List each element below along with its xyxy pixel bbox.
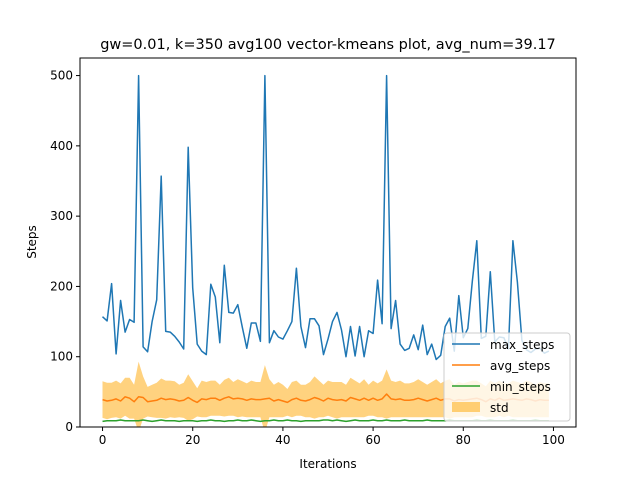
x-tick-label: 0 <box>99 433 107 447</box>
legend-swatch-std <box>452 402 480 412</box>
x-tick-label: 100 <box>542 433 565 447</box>
x-axis-label: Iterations <box>299 457 356 471</box>
legend: max_steps avg_steps min_steps std <box>443 332 571 422</box>
x-tick-label: 80 <box>456 433 471 447</box>
y-tick-label: 100 <box>50 350 73 364</box>
legend-box <box>443 332 571 422</box>
legend-label-max: max_steps <box>490 338 554 352</box>
y-axis-label: Steps <box>25 225 39 259</box>
legend-label-min: min_steps <box>490 380 551 394</box>
series-line-max-steps <box>101 74 550 361</box>
plot-frame <box>79 57 577 428</box>
legend-label-avg: avg_steps <box>490 359 550 373</box>
chart-title: gw=0.01, k=350 avg100 vector-kmeans plot… <box>100 37 556 53</box>
x-tick-label: 20 <box>185 433 200 447</box>
x-tick-label: 40 <box>275 433 290 447</box>
std-band <box>102 361 549 427</box>
y-tick-label: 400 <box>50 139 73 153</box>
y-tick-label: 200 <box>50 279 73 293</box>
legend-label-std: std <box>490 401 509 415</box>
x-tick-label: 60 <box>365 433 380 447</box>
y-tick-label: 500 <box>50 69 73 83</box>
y-tick-label: 300 <box>50 209 73 223</box>
y-tick-label: 0 <box>65 420 73 434</box>
